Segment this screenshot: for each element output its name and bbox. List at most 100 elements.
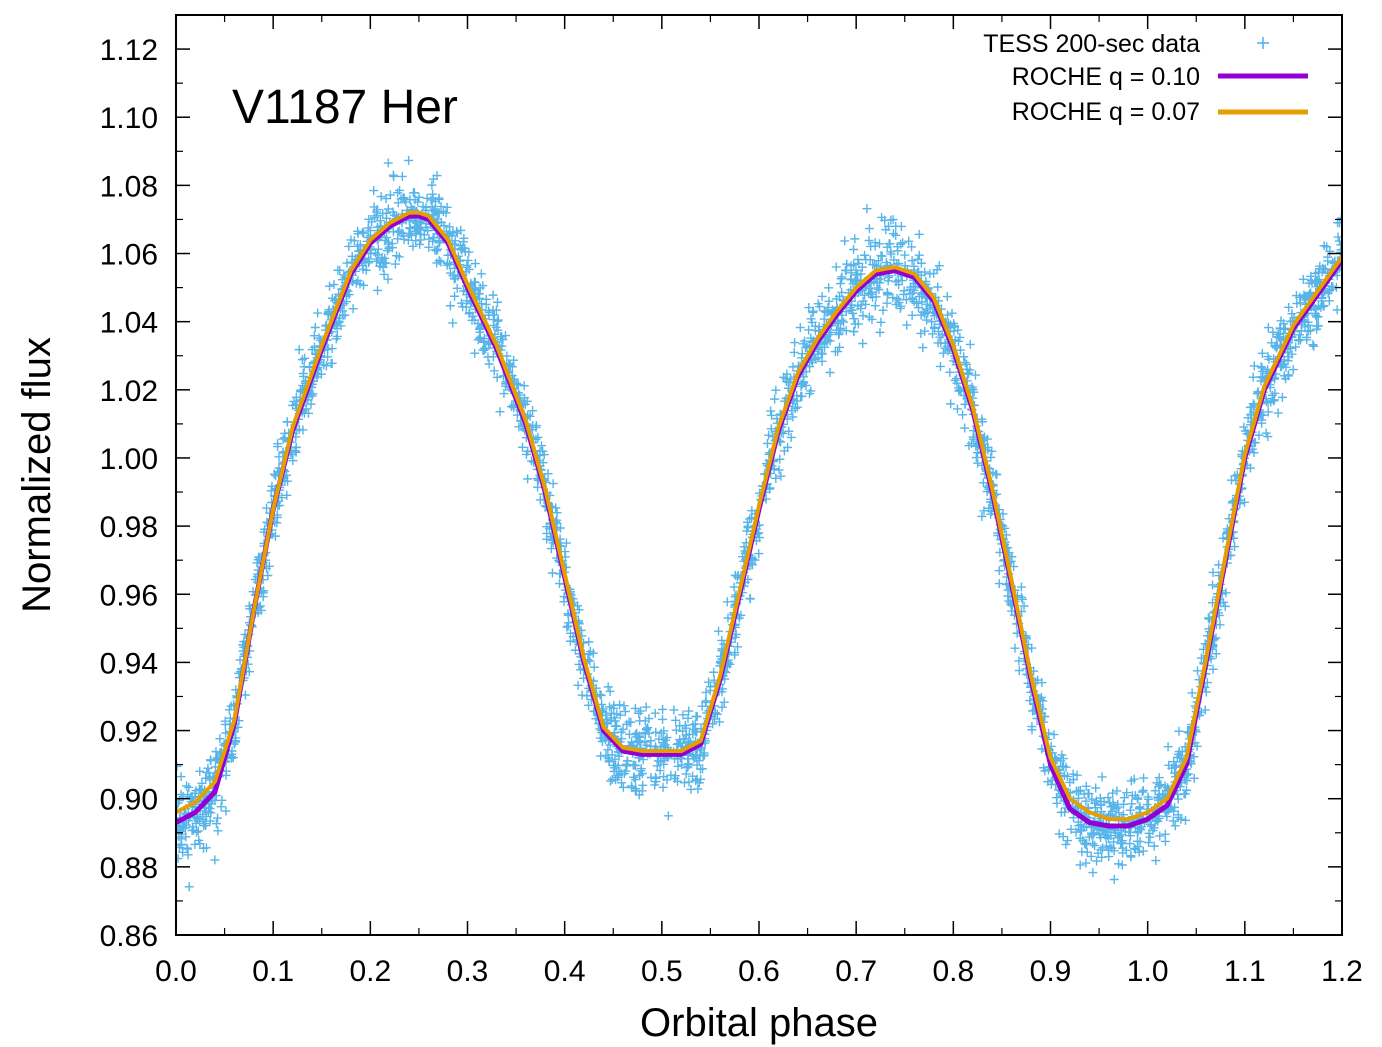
data-point <box>983 442 993 452</box>
data-point <box>835 342 845 352</box>
data-point <box>776 471 786 481</box>
data-point <box>1079 789 1089 799</box>
data-point <box>456 225 466 235</box>
data-point <box>1305 289 1315 299</box>
data-point <box>373 285 383 295</box>
data-point <box>913 254 923 264</box>
data-point <box>1301 295 1311 305</box>
data-point <box>743 521 753 531</box>
data-point <box>914 267 924 277</box>
data-point <box>327 293 337 303</box>
data-point <box>1230 542 1240 552</box>
data-point <box>709 667 719 677</box>
data-point <box>795 323 805 333</box>
data-point <box>178 792 188 802</box>
data-point <box>428 189 438 199</box>
legend-label-tess: TESS 200-sec data <box>983 30 1200 58</box>
y-tick-labels: 0.86 0.88 0.90 0.92 0.94 0.96 0.98 1.00 1.02 1.04… <box>100 34 158 953</box>
data-point <box>211 755 221 765</box>
data-point <box>889 255 899 265</box>
data-point <box>213 826 223 836</box>
data-point <box>906 282 916 292</box>
data-point <box>176 798 183 808</box>
data-point <box>184 882 194 892</box>
data-point <box>967 382 977 392</box>
data-point <box>952 404 962 414</box>
data-point <box>1277 392 1287 402</box>
data-point <box>1125 831 1135 841</box>
data-point <box>914 229 924 239</box>
data-point <box>176 772 186 782</box>
legend-marker-tess <box>1257 37 1269 49</box>
data-point <box>422 193 432 203</box>
data-point <box>730 648 740 658</box>
data-point <box>1116 839 1126 849</box>
data-point <box>895 303 905 313</box>
data-point <box>1268 327 1278 337</box>
data-point <box>907 256 917 266</box>
data-point <box>1139 773 1149 783</box>
data-point <box>493 325 503 335</box>
data-point <box>489 366 499 376</box>
data-point <box>307 345 317 355</box>
data-point <box>624 717 634 727</box>
data-point <box>424 234 434 244</box>
data-point <box>369 186 379 196</box>
data-point <box>1081 858 1091 868</box>
data-point <box>1317 267 1327 277</box>
data-point <box>951 374 961 384</box>
x-tick-label: 1.0 <box>1127 955 1169 988</box>
data-point <box>1303 317 1313 327</box>
data-point <box>797 391 807 401</box>
chart-annotation: V1187 Her <box>232 81 458 134</box>
data-point <box>464 309 474 319</box>
data-point <box>429 233 439 243</box>
data-point <box>646 736 656 746</box>
data-point <box>873 256 883 266</box>
data-point <box>1334 236 1342 246</box>
data-point <box>393 188 403 198</box>
data-point <box>907 242 917 252</box>
data-point <box>1241 426 1251 436</box>
data-point <box>618 724 628 734</box>
data-point <box>684 706 694 716</box>
data-point <box>1058 762 1068 772</box>
data-point <box>411 236 421 246</box>
data-point <box>1134 847 1144 857</box>
x-tick-label: 0.1 <box>252 955 294 988</box>
data-point <box>383 237 393 247</box>
data-point <box>671 725 681 735</box>
data-point <box>865 255 875 265</box>
y-axis-title: Normalized flux <box>15 337 59 613</box>
data-point <box>1163 742 1173 752</box>
data-point <box>342 258 352 268</box>
data-point <box>850 234 860 244</box>
data-point <box>1125 839 1135 849</box>
data-point <box>537 441 547 451</box>
data-point <box>1299 293 1309 303</box>
data-point <box>714 626 724 636</box>
data-point <box>1077 847 1087 857</box>
data-point <box>394 252 404 262</box>
data-point <box>273 439 283 449</box>
data-point <box>978 478 988 488</box>
data-point <box>405 229 415 239</box>
data-point <box>878 305 888 315</box>
data-point <box>1264 354 1274 364</box>
data-point <box>211 819 221 829</box>
data-point <box>801 380 811 390</box>
data-point <box>1097 772 1107 782</box>
data-point <box>790 338 800 348</box>
data-point <box>1160 836 1170 846</box>
data-point <box>689 754 699 764</box>
data-point <box>694 778 704 788</box>
data-point <box>817 349 827 359</box>
data-point <box>876 251 886 261</box>
data-point <box>507 402 517 412</box>
data-point <box>1092 856 1102 866</box>
data-point <box>335 313 345 323</box>
data-point <box>1189 773 1199 783</box>
y-tick-label: 0.86 <box>100 920 158 953</box>
data-point <box>733 642 743 652</box>
data-point <box>442 202 452 212</box>
